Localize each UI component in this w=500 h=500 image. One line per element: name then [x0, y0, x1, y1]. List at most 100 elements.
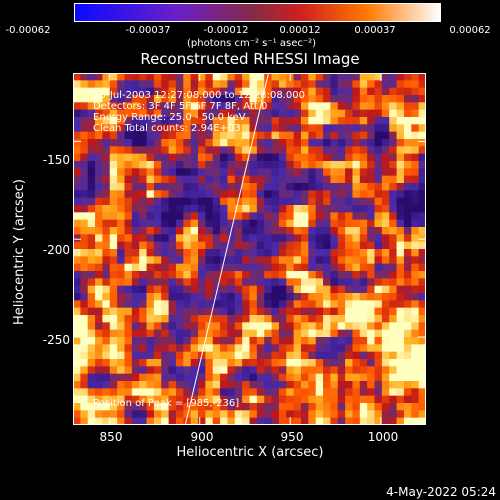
heatmap-cell — [264, 263, 273, 272]
heatmap-cell — [293, 403, 302, 411]
heatmap-cell — [168, 80, 177, 89]
heatmap-cell — [418, 190, 426, 199]
heatmap-cell — [389, 388, 398, 397]
heatmap-cell — [300, 190, 309, 199]
heatmap-cell — [403, 168, 412, 177]
heatmap-cell — [374, 344, 383, 353]
heatmap-cell — [175, 278, 184, 287]
heatmap-cell — [323, 227, 331, 235]
heatmap-cell — [256, 168, 265, 177]
heatmap-cell — [161, 344, 170, 353]
heatmap-cell — [396, 183, 405, 191]
heatmap-cell — [256, 395, 265, 404]
heatmap-cell — [300, 395, 309, 404]
heatmap-cell — [411, 131, 420, 140]
heatmap-cell — [124, 344, 133, 353]
heatmap-cell — [124, 205, 133, 213]
heatmap-cell — [337, 102, 346, 111]
heatmap-cell — [337, 219, 346, 228]
heatmap-cell — [418, 146, 426, 155]
heatmap-cell — [242, 212, 251, 221]
heatmap-cell — [190, 373, 199, 382]
heatmap-cell — [315, 146, 324, 155]
heatmap-cell — [374, 417, 383, 425]
heatmap-cell — [190, 139, 199, 147]
heatmap-cell — [73, 381, 81, 389]
heatmap-cell — [153, 307, 162, 316]
heatmap-cell — [249, 366, 258, 375]
heatmap-cell — [315, 315, 324, 323]
heatmap-cell — [323, 249, 331, 257]
heatmap-cell — [102, 73, 111, 81]
heatmap-cell — [374, 329, 383, 338]
heatmap-cell — [249, 293, 258, 301]
heatmap-cell — [264, 403, 273, 411]
heatmap-cell — [352, 183, 361, 191]
heatmap-cell — [117, 73, 126, 81]
heatmap-cell — [146, 139, 155, 147]
heatmap-cell — [234, 337, 243, 345]
colorbar-tick: -0.00037 — [125, 25, 171, 36]
heatmap-cell — [330, 381, 339, 389]
heatmap-cell — [396, 315, 405, 323]
heatmap-cell — [198, 315, 206, 323]
heatmap-cell — [286, 307, 295, 316]
heatmap-cell — [73, 271, 81, 279]
heatmap-cell — [102, 102, 111, 111]
heatmap-cell — [227, 241, 236, 250]
heatmap-cell — [205, 95, 214, 103]
heatmap-cell — [396, 190, 405, 199]
heatmap-cell — [146, 359, 155, 367]
x-tick-label: 950 — [280, 430, 304, 444]
heatmap-cell — [139, 212, 148, 221]
heatmap-cell — [153, 366, 162, 375]
heatmap-cell — [293, 80, 302, 89]
heatmap-cell — [242, 373, 251, 382]
heatmap-cell — [183, 161, 192, 169]
heatmap-cell — [131, 337, 140, 345]
heatmap-cell — [139, 337, 148, 345]
heatmap-cell — [146, 95, 155, 103]
heatmap-cell — [396, 256, 405, 265]
heatmap-cell — [139, 161, 148, 169]
heatmap-cell — [286, 329, 295, 338]
heatmap-cell — [359, 197, 368, 206]
heatmap-cell — [234, 219, 243, 228]
heatmap-cell — [234, 410, 243, 419]
heatmap-cell — [278, 124, 287, 133]
heatmap-cell — [411, 300, 420, 309]
heatmap-cell — [146, 190, 155, 199]
heatmap-cell — [153, 87, 162, 96]
heatmap-cell — [227, 153, 236, 162]
heatmap-cell — [80, 197, 89, 206]
heatmap-cell — [403, 278, 412, 287]
heatmap-cell — [161, 249, 170, 257]
heatmap-cell — [234, 117, 243, 125]
heatmap-cell — [146, 234, 155, 243]
heatmap-cell — [315, 117, 324, 125]
heatmap-cell — [359, 205, 368, 213]
heatmap-cell — [220, 337, 229, 345]
heatmap-cell — [308, 344, 317, 353]
heatmap-cell — [396, 395, 405, 404]
heatmap-cell — [146, 307, 155, 316]
heatmap-cell — [345, 146, 354, 155]
heatmap-cell — [337, 168, 346, 177]
heatmap-cell — [242, 205, 251, 213]
heatmap-cell — [315, 131, 324, 140]
heatmap-cell — [264, 80, 273, 89]
heatmap-cell — [374, 322, 383, 331]
heatmap-cell — [293, 395, 302, 404]
heatmap-cell — [198, 219, 206, 228]
heatmap-cell — [293, 117, 302, 125]
heatmap-cell — [87, 161, 96, 169]
heatmap-cell — [205, 359, 214, 367]
heatmap-cell — [256, 190, 265, 199]
heatmap-cell — [374, 395, 383, 404]
heatmap-cell — [73, 329, 81, 338]
heatmap-cell — [131, 139, 140, 147]
heatmap-cell — [367, 417, 376, 425]
heatmap-cell — [205, 337, 214, 345]
heatmap-cell — [124, 307, 133, 316]
heatmap-cell — [153, 381, 162, 389]
